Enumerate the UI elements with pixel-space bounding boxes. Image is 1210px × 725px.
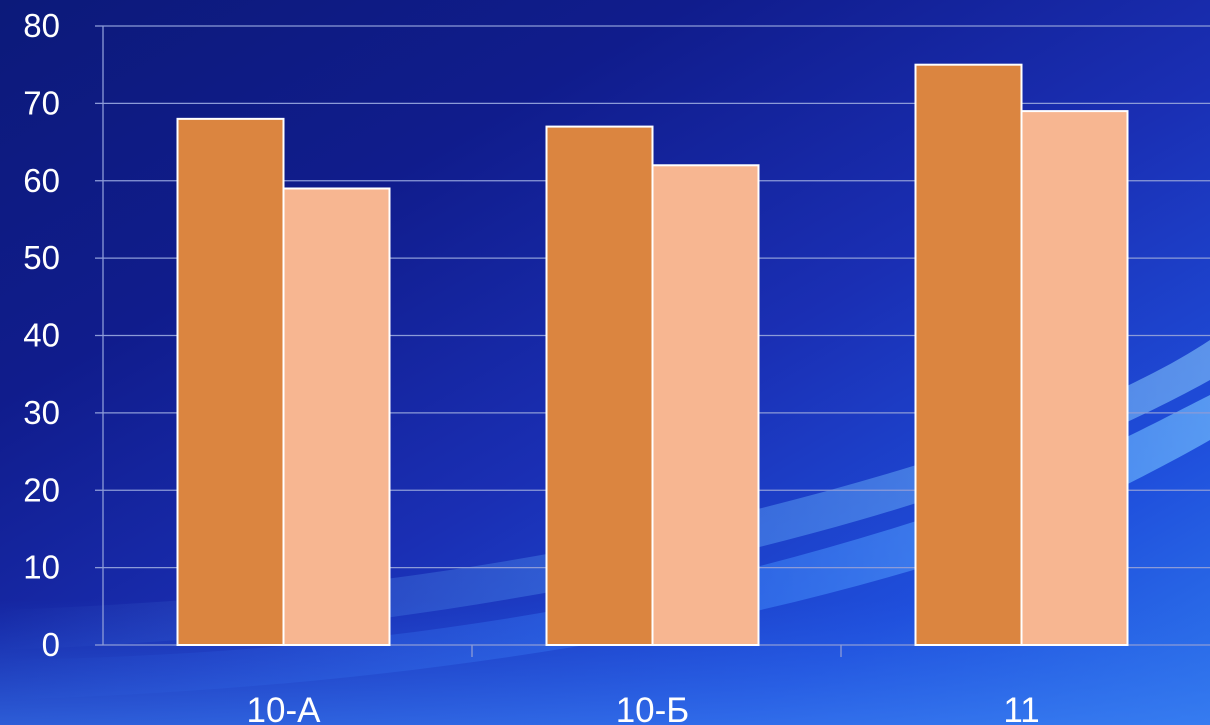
x-category-label: 10-Б [616, 691, 690, 725]
y-tick-label: 70 [23, 84, 60, 121]
labels-layer: 0 10 20 30 40 50 60 70 80 10-А 10-Б 11 [23, 7, 1039, 725]
bar [914, 63, 1023, 646]
y-tick-label: 30 [23, 394, 60, 431]
bar [1020, 110, 1129, 647]
y-tick-label: 80 [23, 7, 60, 44]
y-tick-label: 0 [42, 626, 60, 663]
y-tick-label: 20 [23, 471, 60, 508]
y-tick-label: 50 [23, 239, 60, 276]
bars-layer [176, 63, 1129, 647]
y-tick-label: 10 [23, 549, 60, 586]
bar [282, 187, 391, 647]
bar [176, 117, 285, 647]
y-tick-label: 40 [23, 317, 60, 354]
x-category-label: 10-А [247, 691, 322, 725]
bar [545, 125, 654, 646]
y-tick-label: 60 [23, 162, 60, 199]
x-category-label: 11 [1003, 691, 1039, 725]
bar [651, 164, 760, 646]
